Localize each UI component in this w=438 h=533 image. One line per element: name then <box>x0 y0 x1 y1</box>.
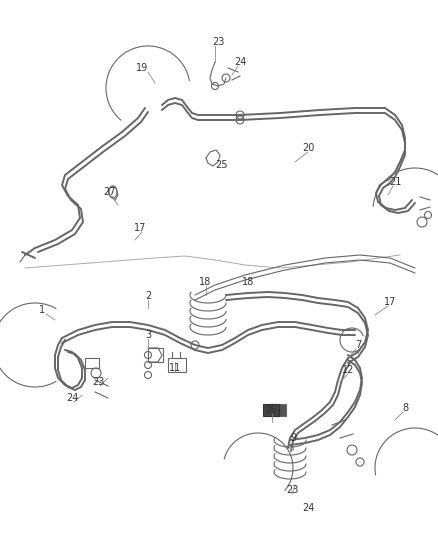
Text: 18: 18 <box>242 277 254 287</box>
Text: 17: 17 <box>134 223 146 233</box>
Text: 18: 18 <box>199 277 211 287</box>
Bar <box>263 404 279 416</box>
Text: 2: 2 <box>145 291 151 301</box>
Bar <box>270 404 286 416</box>
Text: 27: 27 <box>104 187 116 197</box>
Text: 9: 9 <box>290 433 296 443</box>
Text: 3: 3 <box>145 330 151 340</box>
Bar <box>168 358 186 372</box>
Text: 23: 23 <box>212 37 224 47</box>
Text: 23: 23 <box>286 485 298 495</box>
Text: 24: 24 <box>66 393 78 403</box>
Text: 21: 21 <box>389 177 401 187</box>
Text: 25: 25 <box>216 160 228 170</box>
Bar <box>85 358 99 368</box>
Text: 19: 19 <box>136 63 148 73</box>
Text: 26: 26 <box>264 405 276 415</box>
Text: 8: 8 <box>402 403 408 413</box>
Text: 12: 12 <box>342 365 354 375</box>
Text: 20: 20 <box>302 143 314 153</box>
Text: 1: 1 <box>39 305 45 315</box>
Text: 17: 17 <box>384 297 396 307</box>
Text: 24: 24 <box>234 57 246 67</box>
Bar <box>148 348 163 362</box>
Text: 11: 11 <box>169 363 181 373</box>
Text: 7: 7 <box>355 340 361 350</box>
Text: 24: 24 <box>302 503 314 513</box>
Text: 23: 23 <box>92 377 104 387</box>
